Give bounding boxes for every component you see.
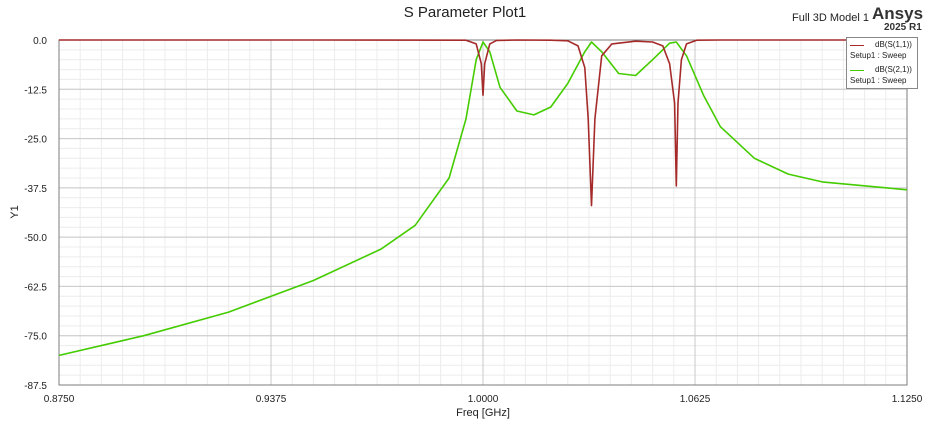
legend-label-s11: dB(S(1,1)) <box>875 40 912 49</box>
y-tick-label: -12.5 <box>24 85 47 96</box>
series-layer <box>58 39 908 357</box>
brand-logo-text: Ansys <box>872 4 924 23</box>
y-axis-ticks: 0.0 -12.5 -25.0 -37.5 -50.0 -62.5 -75.0 -87.5 <box>24 36 47 392</box>
chart-title: S Parameter Plot1 <box>403 4 527 21</box>
legend-label-s21: dB(S(2,1)) <box>875 65 912 74</box>
x-tick-label: 1.1250 <box>892 394 923 405</box>
legend-sub-s21: Setup1 : Sweep <box>850 76 907 85</box>
x-axis-label: Freq [GHz] <box>456 407 510 419</box>
x-tick-label: 0.8750 <box>44 394 75 405</box>
x-axis-ticks: 0.8750 0.9375 1.0000 1.0625 1.1250 <box>44 394 923 405</box>
y-tick-label: -50.0 <box>24 233 47 244</box>
series-line-s21[interactable] <box>58 41 908 357</box>
x-tick-label: 0.9375 <box>256 394 287 405</box>
legend[interactable]: dB(S(1,1)) Setup1 : Sweep dB(S(2,1)) Set… <box>846 37 918 89</box>
plot-frame <box>58 39 908 386</box>
legend-swatch-s11 <box>850 45 864 46</box>
y-tick-label: -62.5 <box>24 282 47 293</box>
model-name: Full 3D Model 1 <box>792 12 870 24</box>
y-tick-label: -25.0 <box>24 135 47 146</box>
y-tick-label: -87.5 <box>24 381 47 392</box>
y-tick-label: 0.0 <box>33 36 47 47</box>
series-line-s11[interactable] <box>59 39 907 207</box>
y-axis-label: Y1 <box>9 205 21 218</box>
y-tick-label: -75.0 <box>24 332 47 343</box>
x-tick-label: 1.0625 <box>680 394 711 405</box>
x-tick-label: 1.0000 <box>468 394 499 405</box>
release-label: 2025 R1 <box>884 22 922 33</box>
legend-swatch-s21 <box>850 70 864 71</box>
y-tick-label: -37.5 <box>24 184 47 195</box>
legend-sub-s11: Setup1 : Sweep <box>850 51 907 60</box>
